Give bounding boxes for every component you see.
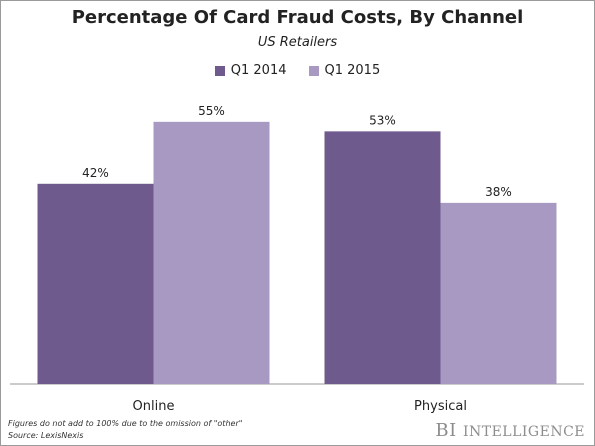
category-label-online: Online — [133, 399, 175, 414]
footnote: Figures do not add to 100% due to the om… — [8, 419, 243, 428]
legend: Q1 2014 Q1 2015 — [0, 63, 595, 78]
legend-item-q1-2015: Q1 2015 — [308, 63, 381, 78]
data-label-online-q1-2015: 55% — [198, 104, 225, 118]
bar-physical-q1-2015 — [440, 202, 557, 384]
source-note: Source: LexisNexis — [8, 431, 84, 440]
legend-swatch-q1-2014 — [214, 65, 225, 76]
logo-intelligence: Intelligence — [462, 424, 585, 440]
data-label-physical-q1-2015: 38% — [485, 185, 512, 199]
legend-label-q1-2015: Q1 2015 — [324, 63, 381, 78]
logo-bi: BI — [435, 420, 457, 441]
category-label-physical: Physical — [414, 399, 467, 414]
bi-intelligence-logo: BI Intelligence — [435, 420, 585, 441]
legend-label-q1-2014: Q1 2014 — [230, 63, 287, 78]
chart-title: Percentage Of Card Fraud Costs, By Chann… — [71, 7, 524, 28]
bar-physical-q1-2014 — [324, 131, 441, 384]
legend-swatch-q1-2015 — [308, 65, 319, 76]
bar-online-q1-2014 — [37, 183, 154, 384]
chart-subtitle: US Retailers — [257, 35, 338, 50]
bar-online-q1-2015 — [153, 121, 270, 384]
legend-item-q1-2014: Q1 2014 — [214, 63, 287, 78]
data-label-physical-q1-2014: 53% — [369, 113, 396, 127]
data-label-online-q1-2014: 42% — [82, 166, 109, 180]
